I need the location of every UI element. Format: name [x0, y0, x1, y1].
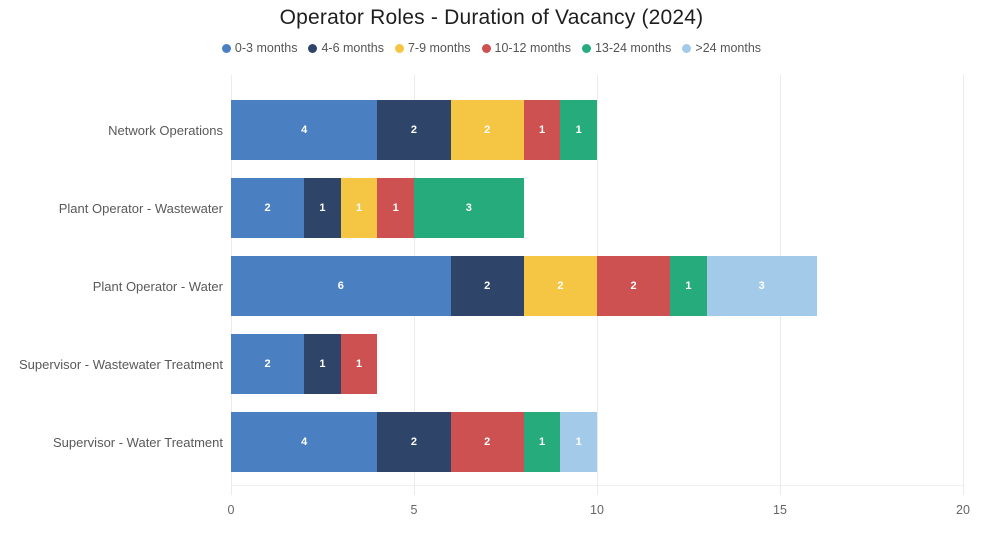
segment-value-label: 1 [319, 202, 326, 214]
bar-segment[interactable]: 1 [523, 100, 561, 160]
bar-segment[interactable]: 2 [596, 256, 671, 316]
bar-row: Supervisor - Water Treatment 4 2 2 1 1 [0, 412, 983, 472]
bar-row: Supervisor - Wastewater Treatment 2 1 1 [0, 334, 983, 394]
segment-value-label: 2 [484, 124, 491, 136]
bar-segment[interactable]: 1 [560, 100, 597, 160]
bar-segment[interactable]: 2 [231, 178, 305, 238]
segment-value-label: 1 [575, 436, 582, 448]
legend-label: 13-24 months [594, 41, 672, 55]
bar-track: 2 1 1 1 3 [231, 178, 963, 238]
legend-label: 4-6 months [321, 41, 384, 55]
segment-value-label: 2 [264, 202, 271, 214]
segment-value-label: 1 [575, 124, 582, 136]
bar-segment[interactable]: 3 [706, 256, 817, 316]
y-axis-category-label: Supervisor - Wastewater Treatment [19, 356, 223, 372]
segment-value-label: 1 [539, 124, 546, 136]
segment-value-label: 3 [758, 280, 765, 292]
bar-segment[interactable]: 2 [450, 256, 524, 316]
x-axis-tick-label: 10 [590, 503, 604, 517]
legend-dot-icon [481, 43, 491, 53]
bar-segment[interactable]: 4 [231, 412, 378, 472]
legend-dot-icon [394, 43, 404, 53]
y-axis-category-label: Plant Operator - Wastewater [58, 200, 223, 216]
x-axis-tick-label: 15 [773, 503, 787, 517]
legend-item[interactable]: 0-3 months [221, 41, 298, 55]
x-axis-tick-label: 5 [410, 503, 418, 517]
segment-value-label: 2 [484, 280, 491, 292]
bar-segment[interactable]: 2 [377, 100, 451, 160]
segment-value-label: 2 [410, 436, 418, 448]
segment-value-label: 2 [630, 280, 637, 292]
bar-row: Plant Operator - Water 6 2 2 2 1 3 [0, 256, 983, 316]
legend-label: 0-3 months [234, 41, 298, 55]
legend-label: >24 months [695, 41, 762, 55]
bar-segment[interactable]: 2 [450, 412, 524, 472]
bar-segment[interactable]: 1 [340, 334, 378, 394]
segment-value-label: 3 [465, 202, 472, 214]
bar-segment[interactable]: 1 [670, 256, 707, 316]
segment-value-label: 1 [356, 358, 363, 370]
segment-value-label: 6 [337, 280, 344, 292]
bar-track: 4 2 2 1 1 [231, 412, 963, 472]
segment-value-label: 1 [685, 280, 692, 292]
bar-segment[interactable]: 2 [231, 334, 305, 394]
bar-segment[interactable]: 1 [304, 334, 341, 394]
bar-track: 2 1 1 [231, 334, 963, 394]
y-axis-category-label: Supervisor - Water Treatment [52, 434, 223, 450]
bar-segment[interactable]: 2 [450, 100, 524, 160]
segment-value-label: 2 [410, 124, 418, 136]
bar-segment[interactable]: 3 [413, 178, 524, 238]
x-axis-tick-label: 20 [956, 503, 970, 517]
legend-dot-icon [221, 43, 231, 53]
legend-item[interactable]: 13-24 months [581, 41, 672, 55]
segment-value-label: 4 [301, 436, 308, 448]
legend: 0-3 months 4-6 months 7-9 months 10-12 mont… [0, 41, 983, 55]
bar-segment[interactable]: 1 [560, 412, 597, 472]
bar-segment[interactable]: 6 [231, 256, 451, 316]
x-axis: 0 5 10 15 20 [227, 503, 970, 523]
x-axis-tick-label: 0 [227, 503, 235, 517]
segment-value-label: 1 [319, 358, 326, 370]
bar-row: Plant Operator - Wastewater 2 1 1 1 3 [0, 178, 983, 238]
legend-dot-icon [581, 43, 591, 53]
segment-value-label: 1 [392, 202, 399, 214]
legend-item[interactable]: >24 months [682, 41, 761, 55]
bar-track: 6 2 2 2 1 3 [231, 256, 963, 316]
segment-value-label: 2 [557, 280, 564, 292]
bar-segment[interactable]: 2 [377, 412, 451, 472]
legend-dot-icon [308, 43, 318, 53]
bar-row: Network Operations 4 2 2 1 1 [0, 100, 983, 160]
bar-segment[interactable]: 1 [377, 178, 414, 238]
y-axis-category-label: Network Operations [108, 122, 223, 138]
segment-value-label: 2 [264, 358, 271, 370]
legend-label: 7-9 months [407, 41, 471, 55]
bar-segment[interactable]: 2 [523, 256, 597, 316]
legend-item[interactable]: 7-9 months [394, 41, 471, 55]
chart-body: Network Operations 4 2 2 1 1 Plant Operator - … [0, 75, 983, 485]
bar-segment[interactable]: 1 [304, 178, 341, 238]
legend-label: 10-12 months [494, 41, 571, 55]
y-axis-category-label: Plant Operator - Water [92, 278, 223, 294]
legend-item[interactable]: 10-12 months [481, 41, 571, 55]
bar-track: 4 2 2 1 1 [231, 100, 963, 160]
grid-line [962, 75, 964, 495]
bar-segment[interactable]: 1 [523, 412, 561, 472]
legend-dot-icon [682, 43, 692, 53]
page-title: Operator Roles - Duration of Vacancy (20… [279, 6, 704, 29]
legend-item[interactable]: 4-6 months [308, 41, 384, 55]
segment-value-label: 1 [539, 436, 546, 448]
segment-value-label: 2 [484, 436, 491, 448]
bar-segment[interactable]: 1 [340, 178, 378, 238]
segment-value-label: 1 [356, 202, 363, 214]
segment-value-label: 4 [301, 124, 308, 136]
bar-segment[interactable]: 4 [231, 100, 378, 160]
